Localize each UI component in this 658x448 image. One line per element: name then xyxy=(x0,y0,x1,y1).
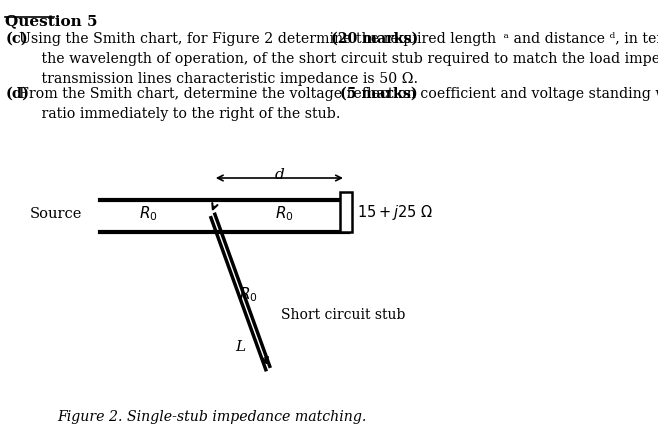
Text: From the Smith chart, determine the voltage reflection coefficient and voltage s: From the Smith chart, determine the volt… xyxy=(19,87,658,121)
Text: (c): (c) xyxy=(5,32,28,46)
Text: Question 5: Question 5 xyxy=(5,14,97,28)
Text: (5 marks): (5 marks) xyxy=(340,87,418,101)
Text: $R_0$: $R_0$ xyxy=(274,205,293,224)
Text: Short circuit stub: Short circuit stub xyxy=(281,308,405,322)
Text: Using the Smith chart, for Figure 2 determine the required length  ᵃ and distanc: Using the Smith chart, for Figure 2 dete… xyxy=(19,32,658,86)
Bar xyxy=(340,192,351,232)
Text: (20 marks): (20 marks) xyxy=(331,32,418,46)
Text: $15 + j25\ \Omega$: $15 + j25\ \Omega$ xyxy=(357,202,434,221)
Text: $R_0$: $R_0$ xyxy=(239,286,258,304)
Text: (d): (d) xyxy=(5,87,29,101)
Text: Source: Source xyxy=(30,207,83,221)
Text: d: d xyxy=(274,168,284,182)
Text: L: L xyxy=(236,340,245,354)
Text: Figure 2. Single-stub impedance matching.: Figure 2. Single-stub impedance matching… xyxy=(58,410,367,424)
Text: $R_0$: $R_0$ xyxy=(139,205,158,224)
